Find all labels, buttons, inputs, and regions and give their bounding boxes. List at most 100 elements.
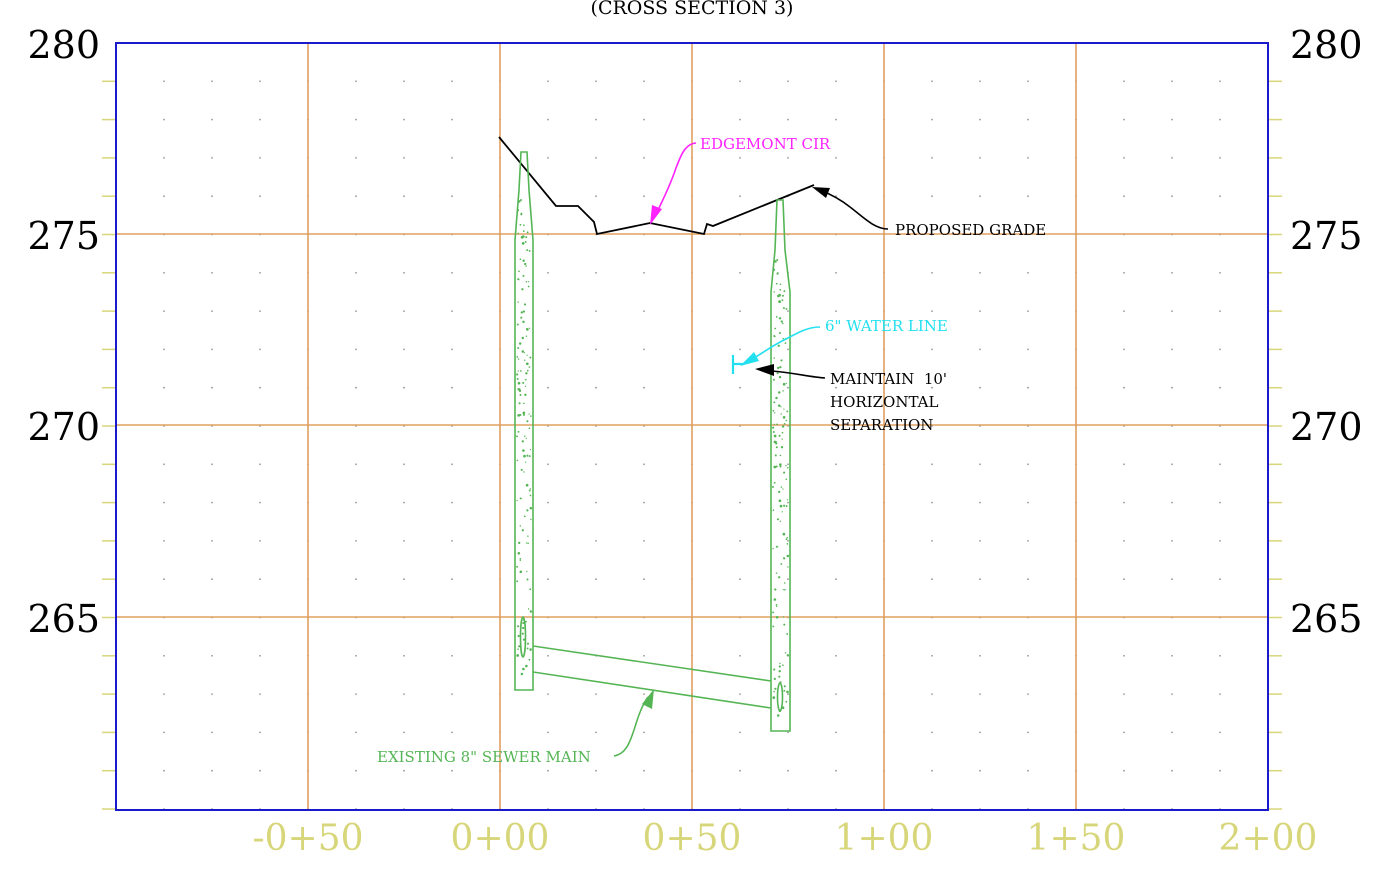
grid-dot <box>787 693 789 695</box>
stipple-dot <box>522 259 525 262</box>
stipple-dot <box>778 332 781 334</box>
grid-dot <box>835 348 837 351</box>
stipple-dot <box>774 687 777 690</box>
grid-dot <box>979 80 981 83</box>
stipple-dot <box>521 288 524 291</box>
stipple-dot <box>521 336 525 340</box>
stipple-dot <box>521 242 525 245</box>
grid-dot <box>403 310 405 312</box>
grid-dot <box>739 540 741 542</box>
stipple-dot <box>517 634 520 638</box>
stipple-dot <box>524 378 527 381</box>
grid-dot <box>1219 578 1221 581</box>
grid-dot <box>403 348 405 351</box>
grid-dot <box>931 118 933 121</box>
grid-dot <box>835 271 837 274</box>
stipple-dot <box>524 461 527 463</box>
stipple-dot <box>772 611 775 614</box>
stipple-dot <box>517 648 519 650</box>
stipple-dot <box>773 677 776 681</box>
stipple-dot <box>516 356 519 358</box>
grid-dot <box>163 769 165 772</box>
stipple-dot <box>525 664 528 668</box>
stipple-dot <box>525 335 528 337</box>
stipple-dot <box>785 700 788 703</box>
stipple-dot <box>773 690 775 693</box>
stipple-dot <box>781 431 784 434</box>
stipple-dot <box>778 317 782 320</box>
grid-dot <box>1219 540 1221 542</box>
stipple-dot <box>778 293 781 297</box>
stipple-dot <box>786 690 789 694</box>
grid-dot <box>403 80 405 83</box>
grid-dot <box>1219 501 1221 504</box>
stipple-dot <box>783 471 786 474</box>
grid-dot <box>547 386 549 389</box>
grid-dot <box>643 501 645 504</box>
grid-dot <box>547 80 549 83</box>
stipple-dot <box>782 664 784 666</box>
stipple-dot <box>776 518 780 521</box>
stipple-dot <box>781 511 783 513</box>
grid-dot <box>595 578 597 581</box>
stipple-dot <box>773 401 776 404</box>
stipple-dot <box>518 402 521 405</box>
stipple-dot <box>524 393 527 397</box>
separation-label-line3: SEPARATION <box>830 416 933 434</box>
grid-dot <box>1123 501 1125 504</box>
grid-dot <box>739 578 741 581</box>
grid-dot <box>211 463 213 466</box>
stipple-dot <box>522 274 525 277</box>
grid-dot <box>739 731 741 734</box>
grid-dot <box>643 271 645 274</box>
stipple-dot <box>779 454 782 457</box>
stipple-dot <box>774 588 777 591</box>
stipple-dot <box>522 310 526 313</box>
stipple-dot <box>526 570 528 573</box>
stipple-dot <box>785 464 787 467</box>
grid-dot <box>1219 769 1221 772</box>
stipple-dot <box>779 366 782 369</box>
stipple-dot <box>525 328 529 331</box>
grid-dot <box>739 310 741 312</box>
stipple-dot <box>782 557 785 559</box>
grid-dot <box>451 463 453 466</box>
manhole-left-stipple <box>516 199 533 676</box>
grid-dot <box>643 348 645 351</box>
grid-dot <box>595 310 597 312</box>
stipple-dot <box>781 438 783 440</box>
grid-dot <box>259 310 261 312</box>
grid-dot <box>595 80 597 83</box>
stipple-dot <box>783 582 786 584</box>
grid-dot <box>1171 195 1173 198</box>
stipple-dot <box>772 696 776 699</box>
grid-dot <box>979 731 981 734</box>
grid-dot <box>643 578 645 581</box>
grid-dot <box>1027 731 1029 734</box>
stipple-dot <box>529 610 533 613</box>
grid-dot <box>979 386 981 389</box>
grid-dot <box>787 540 789 542</box>
grid-dot <box>451 693 453 695</box>
stipple-dot <box>517 301 519 303</box>
grid-dot <box>931 540 933 542</box>
stipple-dot <box>780 320 783 323</box>
grid-dot <box>1123 80 1125 83</box>
stipple-dot <box>526 647 529 650</box>
grid-dot <box>595 271 597 274</box>
stipple-dot <box>779 283 782 286</box>
grid-dot <box>451 540 453 542</box>
stipple-dot <box>517 370 519 372</box>
grid-dot <box>1171 386 1173 389</box>
grid-dot <box>643 463 645 466</box>
manhole-left <box>514 151 534 691</box>
stipple-dot <box>783 504 786 507</box>
grid-dot <box>403 693 405 695</box>
stipple-dot <box>516 459 519 462</box>
grid-dot <box>739 118 741 121</box>
stipple-dot <box>522 230 525 232</box>
stipple-dot <box>773 481 776 484</box>
grid-dot <box>931 731 933 734</box>
grid-dot <box>163 731 165 734</box>
stipple-dot <box>529 488 532 490</box>
